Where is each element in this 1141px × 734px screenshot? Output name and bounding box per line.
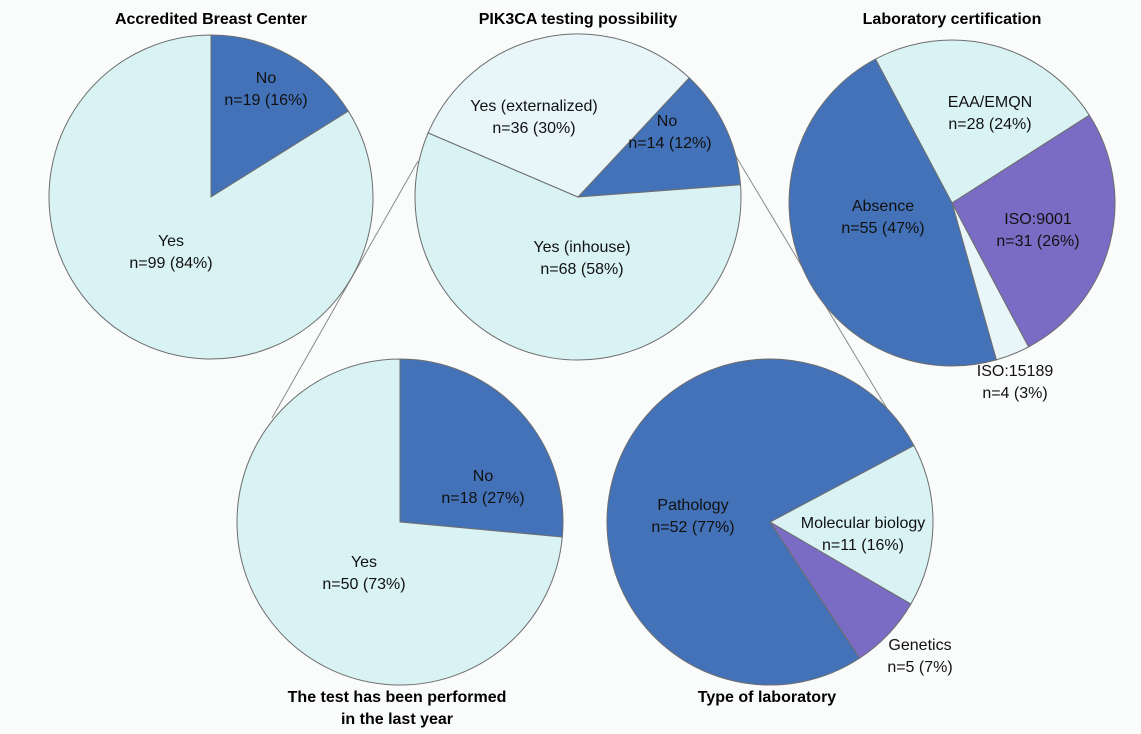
slice-label: No: [256, 70, 277, 87]
slice-value: n=5 (7%): [887, 659, 952, 676]
slice-label: Absence: [852, 198, 914, 215]
pie-slice-no: [399, 358, 564, 538]
slice-label: ISO:15189: [977, 363, 1054, 380]
slice-label: Genetics: [888, 637, 951, 654]
slice-value: n=19 (16%): [224, 92, 307, 109]
slice-label: Yes: [351, 554, 377, 571]
slice-value: n=99 (84%): [129, 255, 212, 272]
pie-slice-molecular-biology: [768, 444, 934, 605]
pie-slice-no: [576, 77, 742, 198]
pie-slice-yes-externalized: [427, 33, 690, 198]
slice-value: n=52 (77%): [651, 519, 734, 536]
slice-value: n=28 (24%): [948, 116, 1031, 133]
pie-pik3ca-testing: [414, 33, 742, 361]
pie-accredited-breast-center: [48, 34, 374, 360]
slice-value: n=14 (12%): [628, 135, 711, 152]
slice-value: n=50 (73%): [322, 576, 405, 593]
chart-title-accredited: Accredited Breast Center: [115, 11, 307, 28]
pie-test-performed-last-year: [236, 358, 564, 686]
pie-slice-yes: [236, 358, 563, 686]
slice-label: No: [657, 113, 678, 130]
chart-title-certification: Laboratory certification: [863, 11, 1042, 28]
pie-slice-iso-9001: [951, 114, 1116, 348]
slice-label: EAA/EMQN: [948, 94, 1032, 111]
slice-label: ISO:9001: [1004, 211, 1072, 228]
slice-value: n=11 (16%): [822, 537, 904, 554]
pie-slice-yes-inhouse: [414, 132, 742, 361]
pie-slice-eaa-emqn: [874, 39, 1091, 204]
slice-label: Pathology: [657, 497, 728, 514]
slice-label: Yes: [158, 233, 184, 250]
pie-slice-no: [210, 34, 350, 198]
slice-label: Molecular biology: [801, 515, 926, 532]
pie-slice-pathology: [606, 358, 915, 686]
pie-laboratory-certification: [788, 39, 1116, 367]
pie-type-of-laboratory: [606, 358, 934, 686]
pie-slice-absence: [788, 58, 997, 367]
chart-title-pik3ca: PIK3CA testing possibility: [479, 11, 678, 28]
slice-label: Yes (inhouse): [533, 239, 630, 256]
slice-value: n=18 (27%): [441, 490, 524, 507]
chart-title-test-performed-line2: in the last year: [341, 711, 453, 728]
slice-value: n=4 (3%): [982, 385, 1047, 402]
slice-value: n=55 (47%): [841, 220, 924, 237]
slice-value: n=36 (30%): [492, 120, 575, 137]
slice-label: Yes (externalized): [470, 98, 597, 115]
slice-label: No: [473, 468, 494, 485]
slice-value: n=68 (58%): [540, 261, 623, 278]
slice-value: n=31 (26%): [996, 233, 1079, 250]
connector-line-left: [271, 160, 419, 419]
pie-slice-yes: [48, 34, 374, 360]
chart-title-type-of-laboratory: Type of laboratory: [698, 689, 836, 706]
chart-title-test-performed-line1: The test has been performed: [288, 689, 507, 706]
